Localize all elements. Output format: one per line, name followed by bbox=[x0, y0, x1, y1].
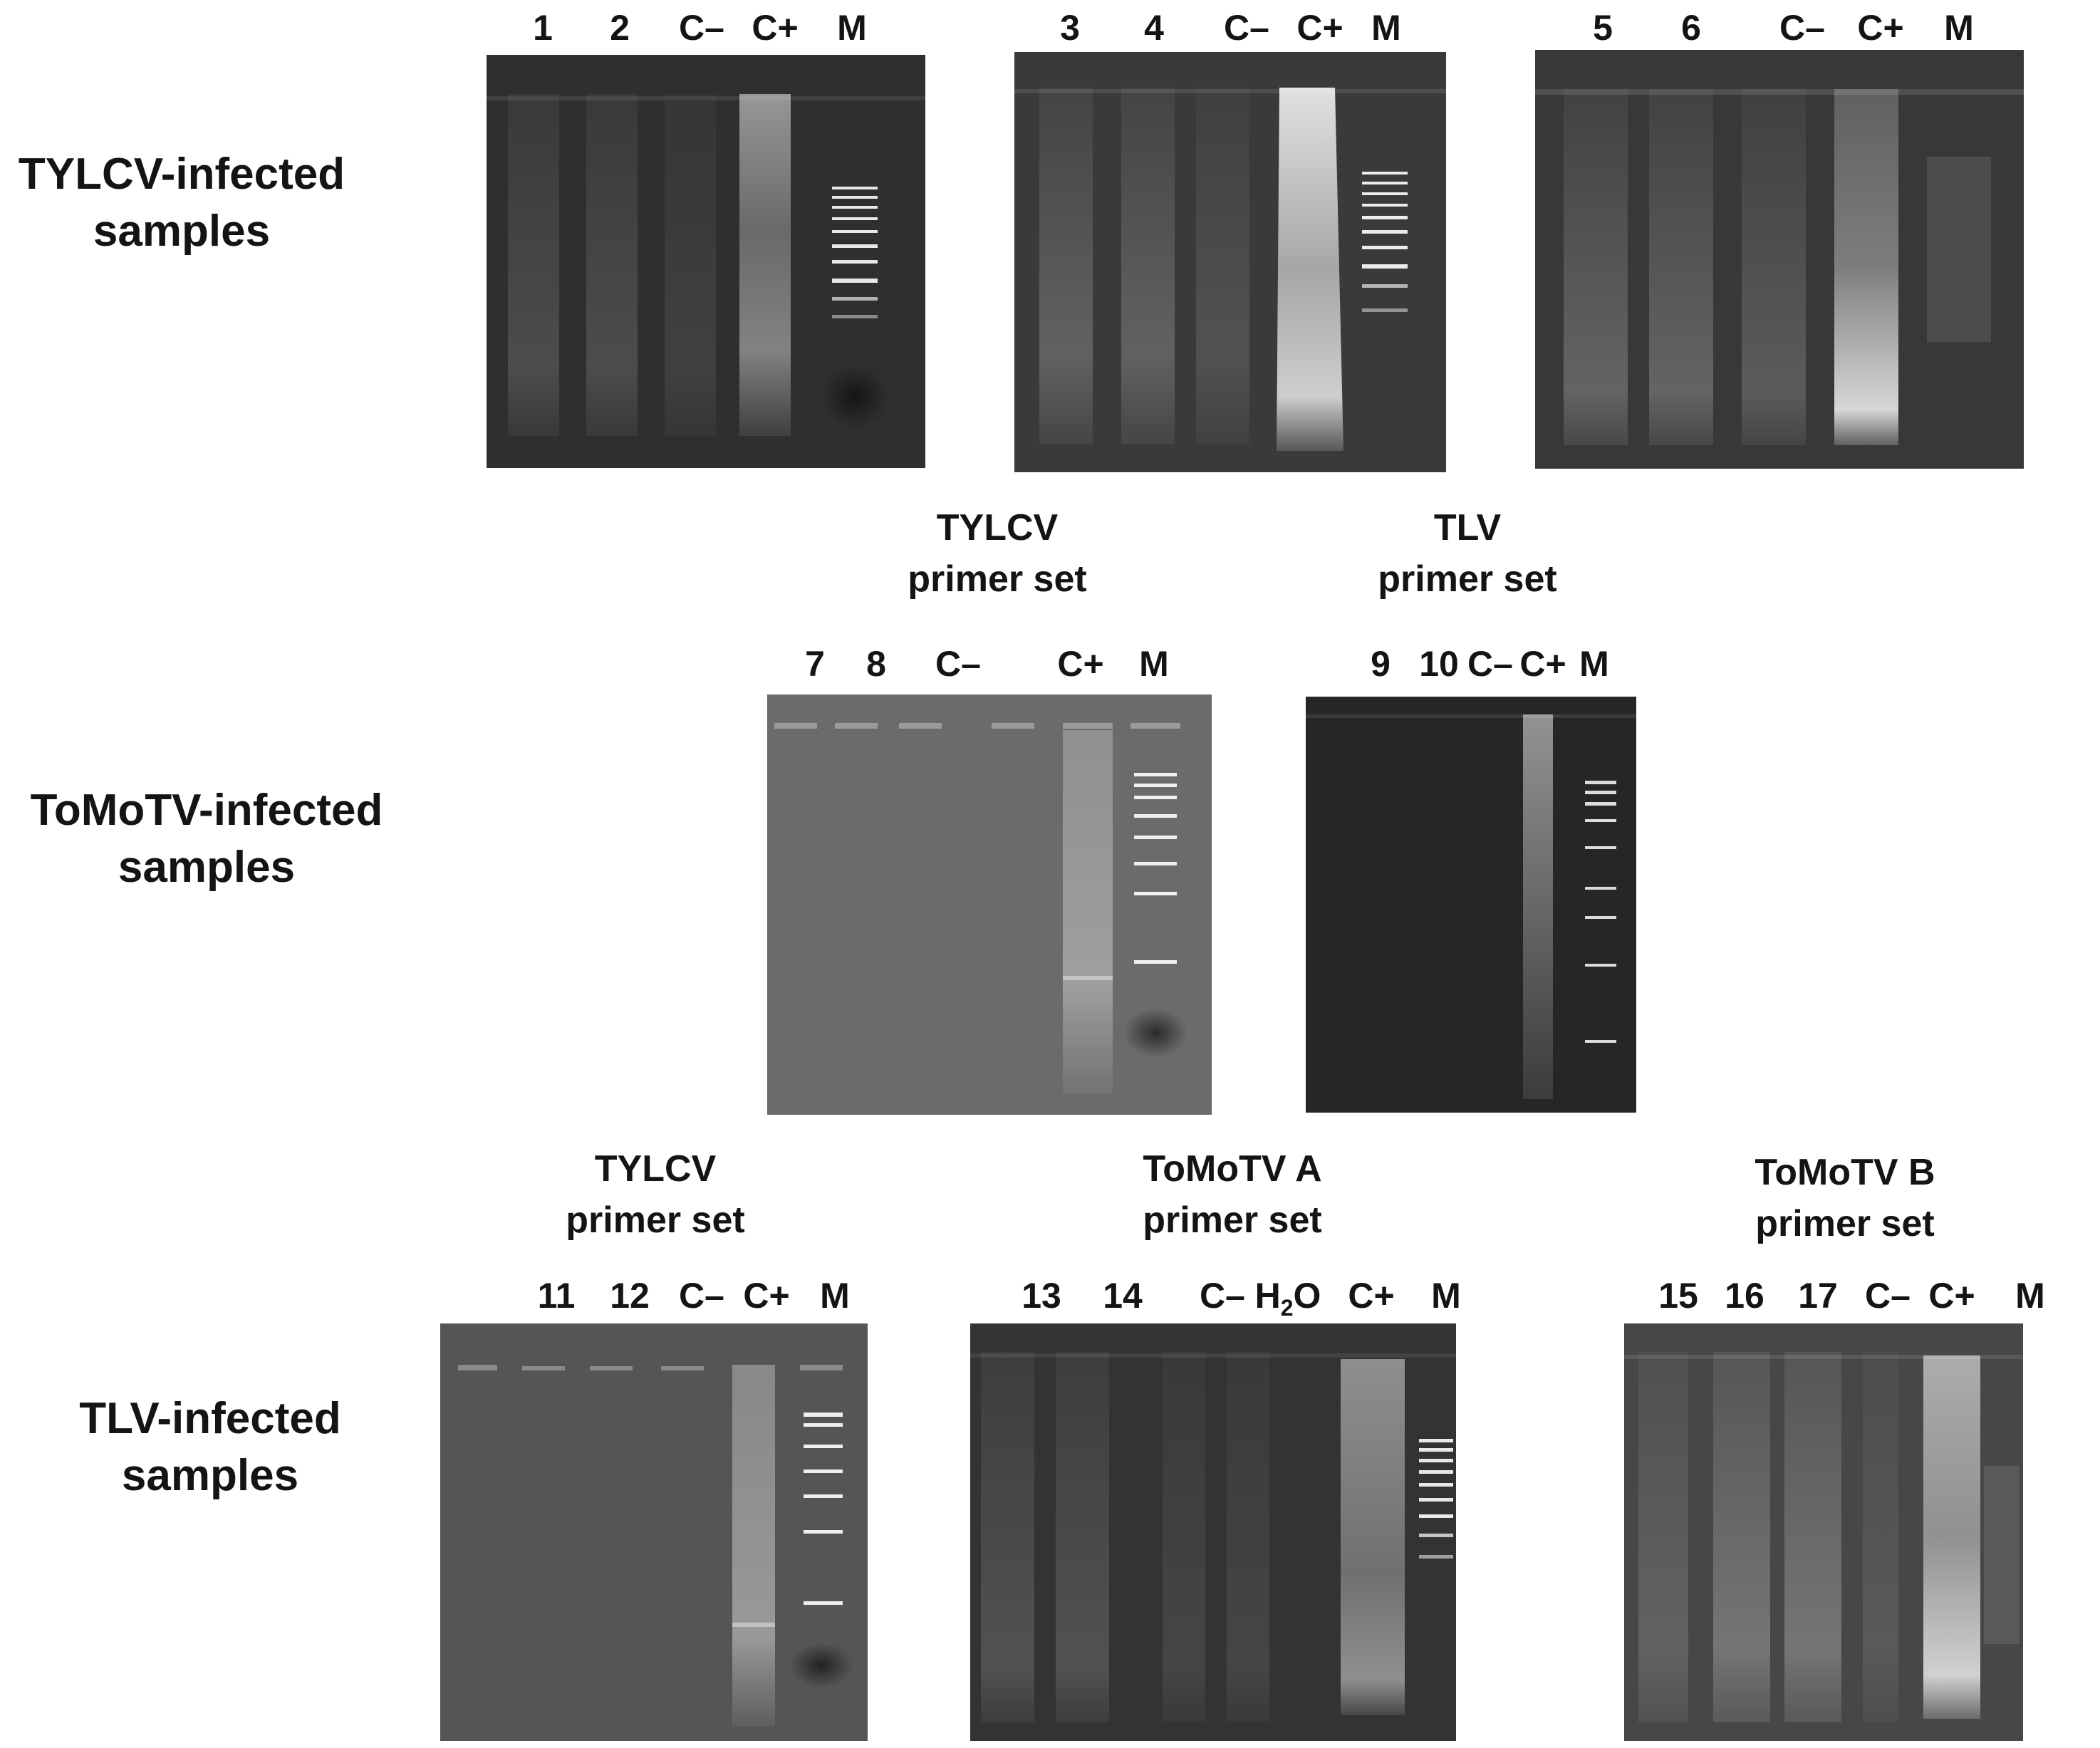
lane-label: 2 bbox=[610, 8, 630, 48]
lane-labels-gel-4: 7 8 C– C+ M bbox=[0, 643, 2100, 686]
lane-label: 8 bbox=[866, 644, 886, 684]
lane-label: C+ bbox=[1928, 1276, 1975, 1316]
lane-label: 4 bbox=[1144, 8, 1164, 48]
lane-label: M bbox=[1371, 8, 1401, 48]
lane-label: 17 bbox=[1798, 1276, 1838, 1316]
lane-label: M bbox=[1431, 1276, 1461, 1316]
lane-label: M bbox=[1944, 8, 1974, 48]
gel-image-7 bbox=[970, 1323, 1456, 1741]
lane-label-h2o: H2O bbox=[1255, 1275, 1321, 1321]
row-label-tlv-infected: TLV-infected samples bbox=[28, 1390, 392, 1504]
lane-label: 16 bbox=[1725, 1276, 1764, 1316]
primer-set-label-tomotv-a: ToMoTV A primer set bbox=[1076, 1143, 1389, 1246]
lane-labels-gel-5: 9 10 C– C+ M bbox=[0, 643, 2100, 686]
row-label-line1: TYLCV-infected bbox=[18, 150, 345, 199]
primer-set-label-tlv-row2: TLV primer set bbox=[1311, 502, 1624, 605]
lane-label: C+ bbox=[1057, 644, 1104, 684]
primer-set-line1: TYLCV bbox=[936, 507, 1059, 548]
gel-image-5 bbox=[1306, 697, 1636, 1113]
lane-label: C– bbox=[679, 8, 724, 48]
lane-label: 6 bbox=[1681, 8, 1701, 48]
lane-label: 12 bbox=[610, 1276, 650, 1316]
lane-labels-gel-7: 13 14 C– H2O C+ M bbox=[0, 1275, 2100, 1321]
lane-label: C+ bbox=[1857, 8, 1904, 48]
primer-set-line2: primer set bbox=[1755, 1203, 1935, 1244]
row-label-line1: TLV-infected bbox=[79, 1394, 341, 1443]
lane-label: 5 bbox=[1593, 8, 1613, 48]
lane-labels-gel-6: 11 12 C– C+ M bbox=[0, 1275, 2100, 1318]
lane-label: C– bbox=[1779, 8, 1825, 48]
lane-label: C+ bbox=[743, 1276, 790, 1316]
lane-label: 1 bbox=[533, 8, 553, 48]
lane-labels-gel-2: 3 4 C– C+ M bbox=[0, 7, 2100, 50]
row-label-tylcv-infected: TYLCV-infected samples bbox=[7, 146, 356, 260]
primer-set-label-tylcv-row2: TYLCV primer set bbox=[841, 502, 1154, 605]
gel-image-3 bbox=[1535, 50, 2024, 469]
lane-label: 14 bbox=[1103, 1276, 1143, 1316]
lane-label: 10 bbox=[1419, 644, 1459, 684]
lane-label: 13 bbox=[1022, 1276, 1061, 1316]
lane-label: 15 bbox=[1658, 1276, 1698, 1316]
gel-image-4 bbox=[767, 694, 1212, 1115]
h2o-h: H bbox=[1254, 1276, 1281, 1316]
lane-label: 11 bbox=[537, 1276, 576, 1316]
lane-label: 9 bbox=[1371, 644, 1391, 684]
lane-label: C+ bbox=[1348, 1276, 1395, 1316]
primer-set-line1: TYLCV bbox=[594, 1148, 717, 1190]
lane-label: 3 bbox=[1060, 8, 1080, 48]
row-label-line1: ToMoTV-infected bbox=[30, 786, 383, 835]
lane-label: C+ bbox=[1296, 8, 1343, 48]
row-label-line2: samples bbox=[121, 1451, 299, 1500]
primer-set-line2: primer set bbox=[1143, 1200, 1322, 1241]
row-label-tomotv-infected: ToMoTV-infected samples bbox=[7, 782, 406, 896]
lane-label: C+ bbox=[752, 8, 799, 48]
lane-label: M bbox=[2015, 1276, 2045, 1316]
primer-set-line1: TLV bbox=[1433, 507, 1502, 548]
gel-image-6 bbox=[440, 1323, 868, 1741]
primer-set-label-tomotv-b: ToMoTV B primer set bbox=[1688, 1147, 2002, 1249]
row-label-line2: samples bbox=[118, 843, 296, 892]
lane-labels-gel-1: 1 2 C– C+ M bbox=[0, 7, 2100, 50]
primer-set-line2: primer set bbox=[908, 558, 1087, 600]
lane-label: C– bbox=[1865, 1276, 1911, 1316]
lane-label: C– bbox=[1467, 644, 1513, 684]
lane-label: C– bbox=[679, 1276, 724, 1316]
primer-set-label-tylcv-row3: TYLCV primer set bbox=[499, 1143, 812, 1246]
lane-label: C– bbox=[935, 644, 981, 684]
lane-label: C– bbox=[1224, 8, 1269, 48]
lane-labels-gel-8: 15 16 17 C– C+ M bbox=[0, 1275, 2100, 1318]
primer-set-line2: primer set bbox=[1378, 558, 1557, 600]
primer-set-line1: ToMoTV A bbox=[1143, 1148, 1322, 1190]
gel-image-1 bbox=[487, 55, 925, 468]
h2o-subscript: 2 bbox=[1280, 1295, 1294, 1321]
h2o-o: O bbox=[1293, 1276, 1321, 1316]
primer-set-line2: primer set bbox=[566, 1200, 745, 1241]
lane-label: C– bbox=[1200, 1276, 1245, 1316]
gel-image-8 bbox=[1624, 1323, 2023, 1741]
lane-label: C+ bbox=[1519, 644, 1566, 684]
gel-image-2 bbox=[1014, 52, 1446, 472]
lane-label: 7 bbox=[805, 644, 825, 684]
lane-label: M bbox=[1579, 644, 1609, 684]
lane-label: M bbox=[837, 8, 867, 48]
lane-labels-gel-3: 5 6 C– C+ M bbox=[0, 7, 2100, 50]
lane-label: M bbox=[820, 1276, 850, 1316]
lane-label: M bbox=[1139, 644, 1169, 684]
primer-set-line1: ToMoTV B bbox=[1755, 1152, 1935, 1193]
row-label-line2: samples bbox=[93, 207, 271, 256]
